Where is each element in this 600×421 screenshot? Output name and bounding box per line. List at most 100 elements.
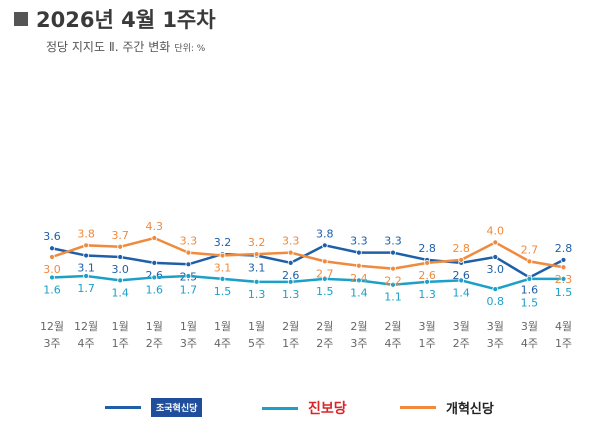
x-tick-label: 4주 (214, 337, 231, 350)
x-tick-label: 12월 (40, 320, 64, 333)
series-line (51, 236, 564, 270)
data-label: 1.5 (521, 296, 539, 309)
data-label: 3.3 (180, 235, 198, 248)
data-point (390, 265, 396, 272)
legend-item: 진보당 (262, 398, 347, 418)
data-label: 4.0 (487, 224, 505, 237)
data-point (458, 277, 465, 284)
subtitle: 정당 지지도 Ⅱ. 주간 변화 단위: % (46, 38, 205, 55)
x-tick-label: 3주 (180, 337, 197, 350)
data-point (49, 254, 55, 260)
data-point (83, 252, 89, 259)
data-label: 3.2 (248, 236, 266, 249)
series-line (51, 274, 564, 291)
legend-line-icon (400, 406, 436, 409)
title-square-icon (14, 12, 28, 26)
data-label: 3.0 (43, 263, 61, 276)
data-label: 2.6 (418, 269, 436, 282)
data-label: 4.3 (146, 220, 164, 233)
data-point (321, 275, 328, 282)
page-title: 2026년 4월 1주차 (14, 4, 216, 34)
data-point (390, 249, 396, 256)
data-point (117, 243, 124, 250)
data-point (526, 258, 533, 265)
data-label: 3.0 (487, 263, 505, 276)
data-point (458, 257, 465, 263)
subtitle-text: 정당 지지도 Ⅱ. 주간 변화 (46, 40, 171, 54)
data-label: 1.7 (180, 283, 198, 296)
data-point (219, 252, 226, 259)
x-tick-label: 1주 (112, 337, 129, 350)
x-tick-label: 2주 (453, 337, 470, 350)
x-tick-label: 1월 (112, 320, 129, 333)
x-tick-label: 4주 (521, 337, 538, 350)
data-point (253, 278, 260, 285)
data-point (185, 249, 192, 256)
x-tick-label: 1월 (248, 320, 265, 333)
data-label: 2.6 (282, 269, 300, 282)
data-label: 1.1 (384, 291, 402, 304)
data-label: 0.8 (487, 295, 505, 308)
data-label: 3.6 (43, 230, 61, 243)
data-label: 3.7 (111, 229, 129, 242)
x-tick-label: 1주 (282, 337, 299, 350)
data-label: 2.6 (452, 269, 470, 282)
x-tick-label: 3월 (521, 320, 538, 333)
data-point (151, 274, 158, 281)
data-point (355, 249, 362, 256)
data-point (151, 259, 158, 266)
legend-item: 개혁신당 (400, 398, 494, 417)
x-tick-label: 1월 (214, 320, 231, 333)
x-tick-label: 2월 (384, 320, 401, 333)
x-tick-label: 3월 (487, 320, 504, 333)
legend-label: 진보당 (308, 401, 347, 417)
legend-label: 조국혁신당 (151, 398, 203, 417)
data-label: 1.5 (214, 285, 232, 298)
x-tick-label: 2월 (282, 320, 299, 333)
data-point (492, 254, 499, 260)
series-진보당: 1.6 1.7 1.4 1.6 1.7 1.5 1.3 1.3 1.5 1.4 1.1 1.3 1.4 0… (43, 273, 572, 309)
data-point (526, 275, 533, 282)
data-point (492, 239, 499, 246)
data-point (424, 259, 431, 266)
x-tick-label: 1월 (180, 320, 197, 333)
x-tick-label: 1월 (146, 320, 163, 333)
data-point (424, 278, 431, 285)
unit-label: 단위: % (174, 44, 206, 54)
data-label: 3.3 (384, 235, 402, 248)
data-label: 3.3 (282, 235, 300, 248)
data-label: 1.6 (43, 283, 61, 296)
data-label: 1.6 (146, 283, 164, 296)
x-tick-label: 2월 (350, 320, 367, 333)
data-point (321, 258, 328, 265)
data-label: 3.1 (248, 262, 266, 275)
data-label: 3.8 (77, 227, 95, 240)
data-label: 2.8 (418, 242, 436, 255)
data-point (49, 245, 55, 252)
data-point (287, 259, 294, 266)
data-label: 1.4 (350, 286, 368, 299)
data-point (287, 278, 294, 285)
data-label: 2.7 (316, 267, 334, 280)
data-label: 3.1 (77, 262, 95, 275)
x-tick-label: 2주 (146, 337, 163, 350)
data-label: 1.4 (452, 286, 470, 299)
legend-line-icon (262, 406, 298, 410)
x-tick-label: 2월 (316, 320, 333, 333)
x-tick-label: 4월 (555, 320, 572, 333)
data-point (560, 275, 567, 282)
data-point (287, 249, 294, 256)
data-point (117, 254, 124, 260)
data-point (185, 261, 192, 268)
data-point (83, 242, 89, 249)
data-point (185, 273, 192, 279)
series-line (51, 244, 565, 279)
x-tick-label: 3주 (43, 337, 60, 350)
x-tick-label: 3월 (453, 320, 470, 333)
x-tick-label: 12월 (74, 320, 98, 333)
x-tick-label: 3주 (487, 337, 504, 350)
data-point (83, 273, 89, 279)
data-label: 2.3 (555, 273, 573, 286)
data-label: 3.3 (350, 235, 368, 248)
